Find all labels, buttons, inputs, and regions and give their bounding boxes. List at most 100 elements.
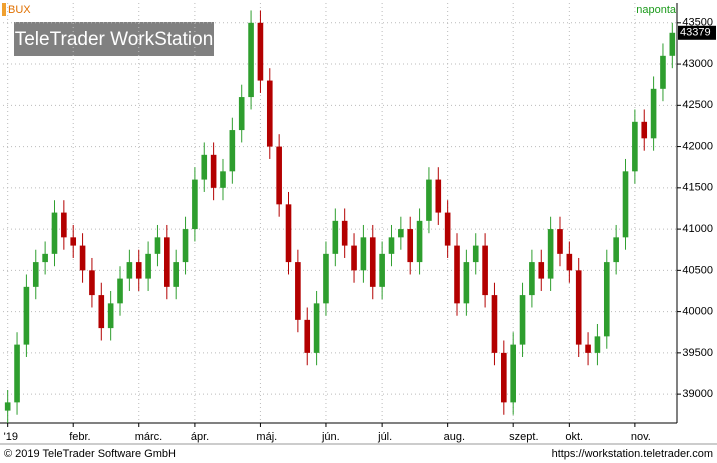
candle-body <box>117 278 123 304</box>
candle-body <box>622 171 629 238</box>
candle-body <box>182 229 189 263</box>
candle-body <box>79 245 86 271</box>
candle-body <box>126 262 133 279</box>
candle-body <box>192 179 198 230</box>
candle-body <box>229 130 236 172</box>
candle-body <box>613 237 619 263</box>
candle-body <box>398 229 404 238</box>
candle-body <box>360 237 367 271</box>
candle-body <box>173 262 179 287</box>
candle-body <box>351 245 357 271</box>
y-tick-label: 42500 <box>682 99 713 111</box>
candle-body <box>164 237 170 287</box>
watermark-box <box>14 22 214 56</box>
candle-body <box>98 295 105 329</box>
candle-body <box>454 245 460 304</box>
x-tick-label: aug. <box>444 431 465 443</box>
candle-body <box>4 402 11 411</box>
candle-body <box>566 253 573 271</box>
candle-body <box>641 121 648 139</box>
y-tick-label: 40000 <box>682 306 713 318</box>
candle-body <box>557 229 563 254</box>
candle-body <box>632 121 638 172</box>
candle-body <box>444 212 451 246</box>
candle-body <box>276 146 282 205</box>
x-tick-label: máj. <box>256 431 277 443</box>
candle-body <box>257 22 264 81</box>
candle-body <box>519 295 526 345</box>
candle-body <box>547 229 554 279</box>
candle-body <box>416 220 423 263</box>
y-tick-label: 43000 <box>682 58 713 70</box>
candle-body <box>510 344 516 403</box>
candle-body <box>61 212 67 238</box>
candle-body <box>135 262 142 279</box>
candle-body <box>369 237 376 287</box>
candle-body <box>42 253 48 263</box>
y-tick-label: 39500 <box>682 347 713 359</box>
candle-body <box>14 344 20 403</box>
x-tick-label: márc. <box>135 431 163 443</box>
candle-body <box>379 253 385 287</box>
footer-right: https://workstation.teletrader.com <box>552 448 713 460</box>
candle-body <box>323 253 329 304</box>
candle-body <box>472 245 479 263</box>
candle-body <box>23 286 30 345</box>
candle-body <box>238 97 245 131</box>
candle-body <box>285 204 292 263</box>
y-tick-label: 39000 <box>682 388 713 400</box>
candle-body <box>660 55 666 89</box>
candle-body <box>248 22 254 98</box>
candle-body <box>529 262 535 296</box>
candle-body <box>491 295 498 353</box>
candle-body <box>341 220 348 246</box>
x-tick-label: '19 <box>4 431 18 443</box>
candle-body <box>70 237 77 246</box>
chart-title: BUX <box>8 4 31 16</box>
candle-body <box>669 32 676 56</box>
x-tick-label: szept. <box>509 431 538 443</box>
x-tick-label: ápr. <box>191 431 209 443</box>
candle-body <box>266 80 273 147</box>
candle-body <box>501 352 507 403</box>
candle-body <box>603 262 610 337</box>
candle-body <box>538 262 545 279</box>
candle-body <box>435 179 442 213</box>
candle-body <box>210 154 217 188</box>
x-tick-label: okt. <box>565 431 583 443</box>
watermark: TeleTrader WorkStation <box>15 29 214 50</box>
last-value-label: 43379 <box>680 27 711 39</box>
candle-body <box>51 212 58 254</box>
y-tick-label: 40500 <box>682 264 713 276</box>
candle-body <box>482 245 488 296</box>
candle-body <box>650 88 657 139</box>
candle-body <box>295 262 301 320</box>
last-value-box <box>678 25 716 40</box>
candle-body <box>107 303 114 329</box>
candle-body <box>332 220 339 254</box>
candle-body <box>89 270 95 296</box>
y-tick-label: 42000 <box>682 140 713 152</box>
y-tick-label: 43500 <box>682 17 713 29</box>
interval-label: naponta <box>636 4 677 16</box>
y-tick-label: 41000 <box>682 223 713 235</box>
candle-body <box>575 270 582 345</box>
candle-body <box>313 303 320 353</box>
candle-body <box>585 344 591 353</box>
footer-left: © 2019 TeleTrader Software GmbH <box>4 448 176 460</box>
candle-body <box>594 336 601 353</box>
y-tick-label: 41500 <box>682 182 713 194</box>
candle-body <box>426 179 432 221</box>
candle-body <box>154 237 161 254</box>
title-marker <box>2 3 6 16</box>
candle-body <box>304 319 311 353</box>
x-tick-label: jún. <box>321 431 340 443</box>
candle-body <box>201 154 208 180</box>
x-tick-label: júl. <box>377 431 392 443</box>
candle-body <box>388 237 395 254</box>
candle-body <box>407 229 414 263</box>
candle-body <box>220 171 226 188</box>
candle-body <box>463 262 470 304</box>
